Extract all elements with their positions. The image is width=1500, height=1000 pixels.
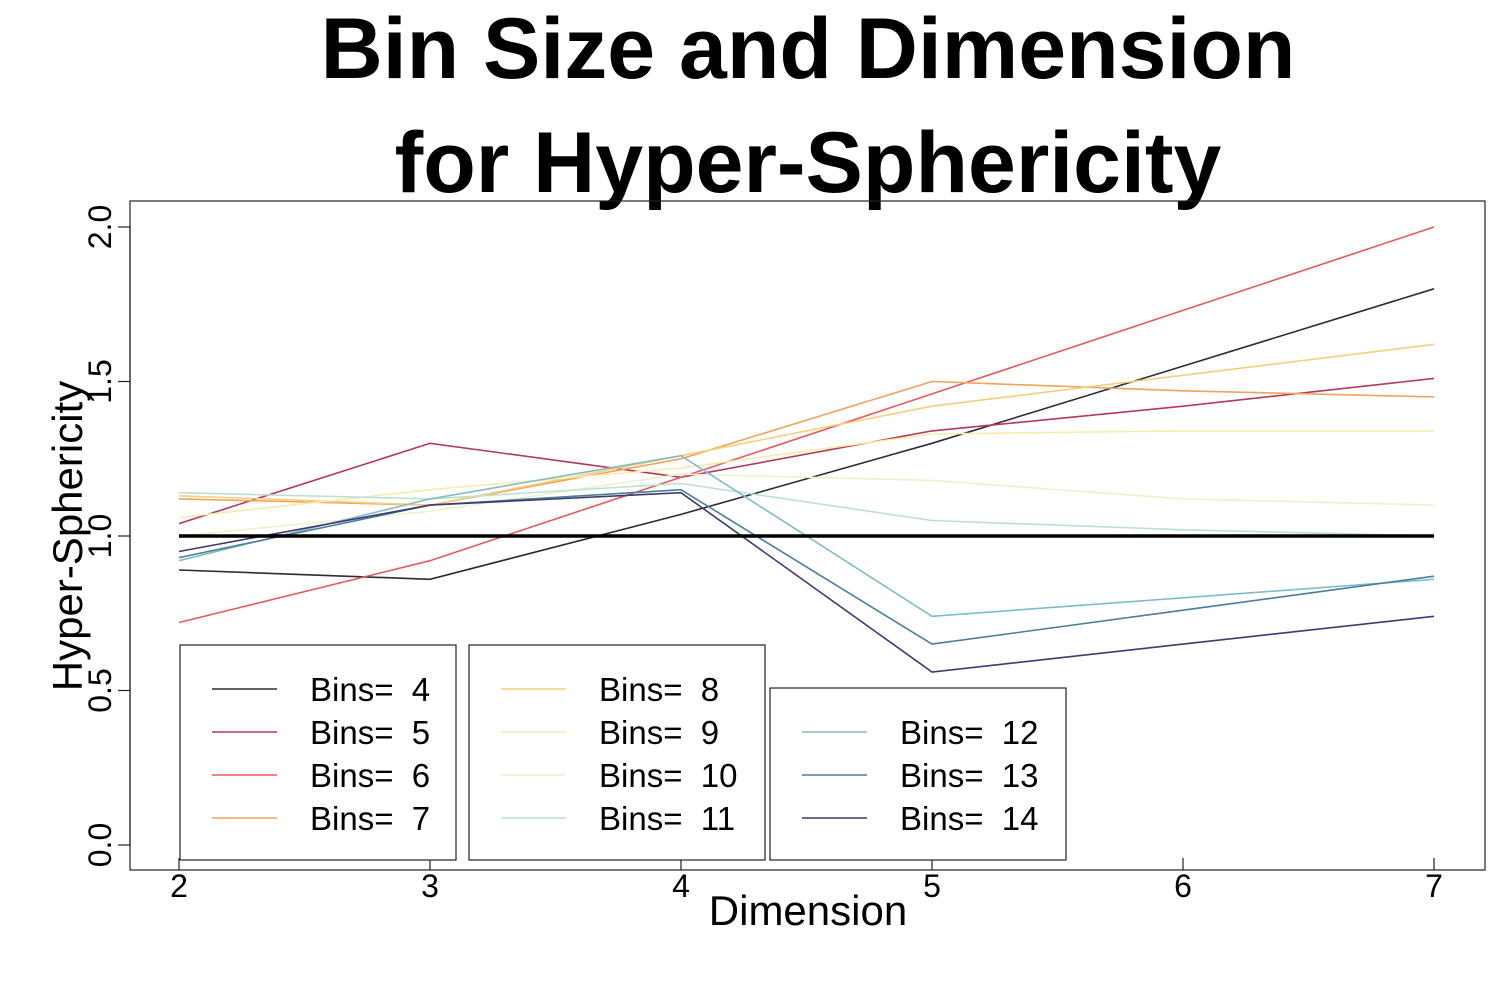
series-line-10 — [178, 488, 1435, 645]
x-tick-label: 5 — [923, 868, 941, 904]
y-axis: 0.0 0.5 1.0 1.5 2.0 — [82, 205, 131, 867]
legend-label: Bins= 5 — [310, 714, 430, 751]
legend-box-1: Bins= 4 Bins= 5 Bins= 6 Bins= 7 — [179, 644, 457, 861]
y-tick-label: 2.0 — [82, 205, 118, 249]
legend-label: Bins= 8 — [599, 671, 719, 708]
legend-label: Bins= 10 — [599, 757, 738, 794]
x-axis-title: Dimension — [709, 887, 907, 934]
legend-box-2: Bins= 8 Bins= 9 Bins= 10 Bins= 11 — [468, 644, 766, 861]
chart-title-line-2: for Hyper-Sphericity — [395, 115, 1222, 211]
legend-frame — [769, 687, 1067, 861]
y-axis-title: Hyper-Sphericity — [44, 381, 91, 691]
x-tick-label: 3 — [421, 868, 439, 904]
series-line-8 — [178, 482, 1435, 537]
y-tick-label: 0.5 — [82, 668, 118, 712]
series-line-1 — [178, 288, 1435, 581]
legend-label: Bins= 11 — [599, 800, 735, 837]
legend-box-3: Bins= 12 Bins= 13 Bins= 14 — [769, 687, 1067, 861]
x-tick-label: 4 — [672, 868, 690, 904]
legend-frame — [179, 644, 457, 861]
y-tick-label: 1.5 — [82, 359, 118, 403]
series-line-5 — [178, 343, 1435, 506]
legend-label: Bins= 6 — [310, 757, 430, 794]
legend-label: Bins= 9 — [599, 714, 719, 751]
x-tick-label: 7 — [1425, 868, 1443, 904]
series-line-11 — [178, 491, 1435, 673]
y-tick-label: 0.0 — [82, 823, 118, 867]
series-line-3 — [178, 226, 1435, 624]
x-tick-label: 6 — [1174, 868, 1192, 904]
series-line-6 — [178, 430, 1434, 519]
x-tick-label: 2 — [170, 868, 188, 904]
x-axis: 2 3 4 5 6 7 — [170, 858, 1443, 904]
series-layer — [178, 226, 1435, 673]
legend-label: Bins= 12 — [900, 714, 1039, 751]
legend-label: Bins= 13 — [900, 757, 1039, 794]
legend-frame — [468, 644, 766, 861]
series-line-7 — [178, 473, 1435, 537]
chart-title-line-1: Bin Size and Dimension — [321, 1, 1296, 97]
legend-label: Bins= 7 — [310, 800, 430, 837]
y-tick-label: 1.0 — [82, 514, 118, 558]
legend-label: Bins= 14 — [900, 800, 1039, 837]
legend-label: Bins= 4 — [310, 671, 430, 708]
series-line-2 — [178, 377, 1435, 525]
